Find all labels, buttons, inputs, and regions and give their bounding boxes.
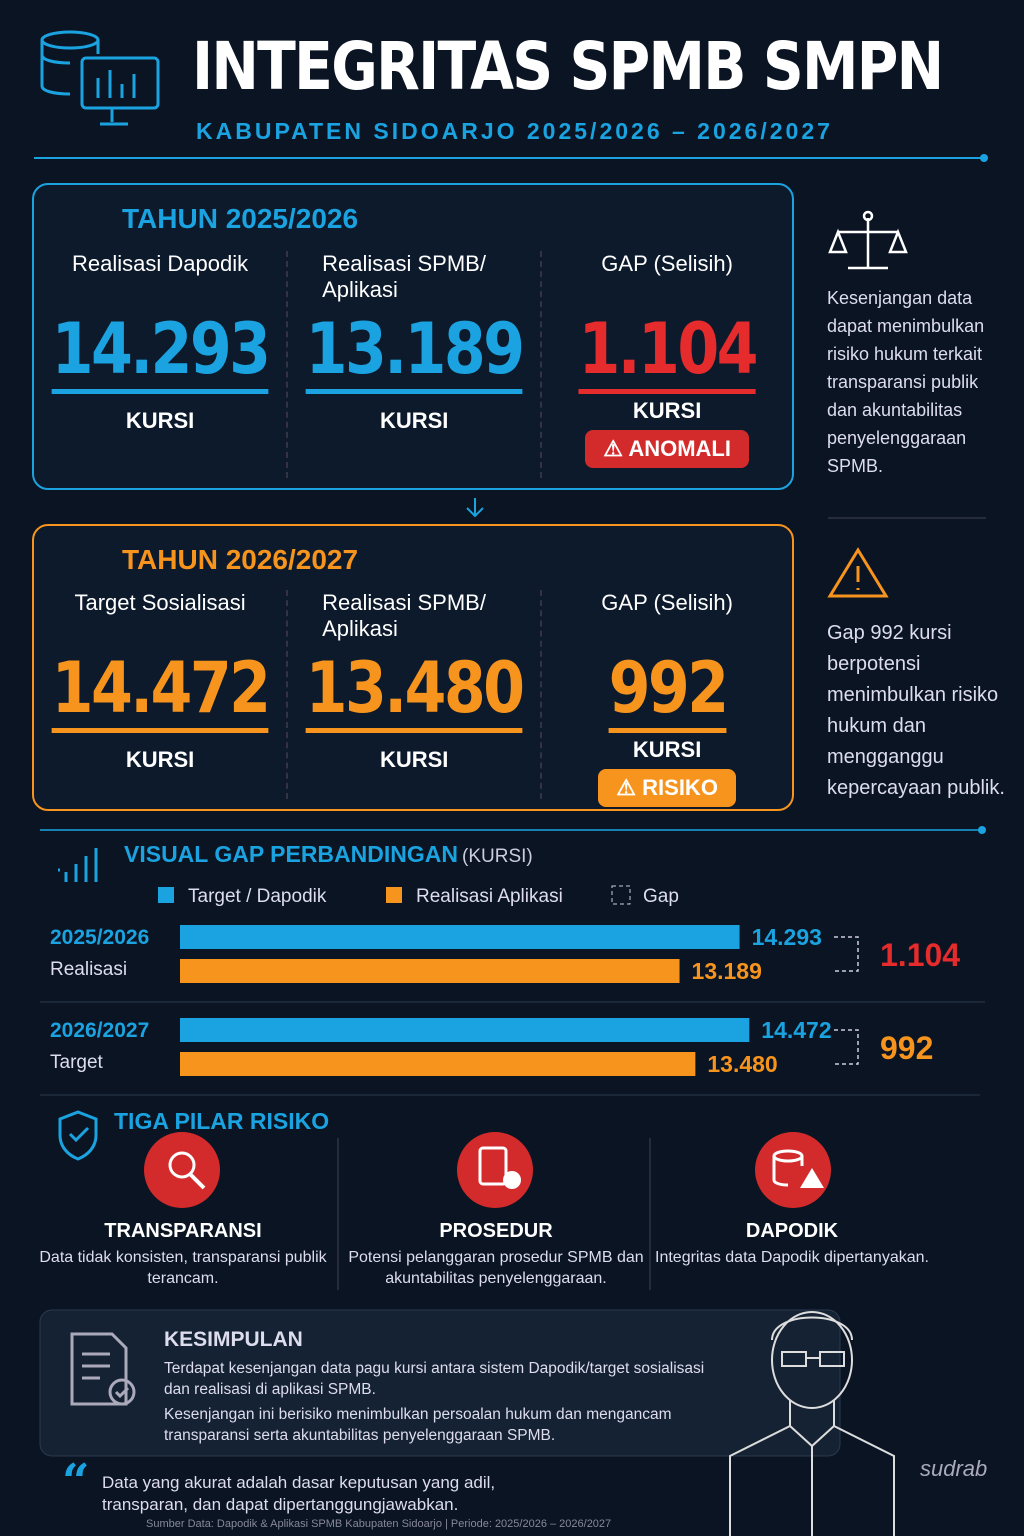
source: Sumber Data: Dapodik & Aplikasi SPMB Kab… — [146, 1518, 612, 1530]
stat-label: GAP (Selisih) — [601, 590, 733, 615]
badge-text: ANOMALI — [628, 436, 731, 461]
pillar-title: DAPODIK — [745, 1220, 839, 1242]
stat-unit: KURSI — [379, 408, 449, 433]
stat-label: Target Sosialisasi — [74, 590, 246, 615]
category-label: 2026/2027 — [50, 1019, 149, 1042]
bar — [180, 959, 680, 983]
stat-unit: KURSI — [379, 747, 449, 772]
stat-value: 14.472 — [51, 648, 271, 733]
stat-unit: KURSI — [632, 398, 702, 423]
stat: Realisasi Dapodik 14.293 KURSI — [34, 251, 286, 478]
stat-value: 13.480 — [305, 648, 525, 733]
stat: Realisasi SPMB/ Aplikasi 13.189 KURSI — [286, 251, 540, 478]
pillars-title: TIGA PILAR RISIKO — [114, 1108, 330, 1134]
stat-value: 14.293 — [51, 309, 271, 394]
signature: sudrab — [920, 1456, 988, 1481]
pillar-text: Integritas data Dapodik dipertanyakan. — [655, 1249, 929, 1266]
stat-label: Realisasi SPMB/ Aplikasi — [322, 251, 486, 302]
chart-title: VISUAL GAP PERBANDINGAN — [124, 841, 458, 867]
badge: ⚠ ANOMALI — [585, 430, 749, 468]
gap-bracket — [834, 936, 859, 972]
badge-text: RISIKO — [642, 775, 718, 800]
side-note: Kesenjangan data dapat menimbulkan risik… — [827, 288, 985, 476]
gap-label: 992 — [880, 1030, 933, 1066]
stat: GAP (Selisih) 1.104 KURSI ⚠ ANOMALI — [540, 251, 792, 478]
conclusion-text: Terdapat kesenjangan data pagu kursi ant… — [164, 1360, 705, 1398]
side-note: Gap 992 kursi berpotensi menimbulkan ris… — [827, 622, 1005, 799]
badge: ⚠ RISIKO — [598, 769, 736, 807]
pillar: TRANSPARANSI Data tidak konsisten, transp… — [33, 1210, 333, 1289]
stat-label: GAP (Selisih) — [601, 251, 733, 276]
row-label: Target — [50, 1052, 104, 1073]
stat: Target Sosialisasi 14.472 KURSI — [34, 590, 286, 799]
stat-label: Realisasi SPMB/ Aplikasi — [322, 590, 486, 641]
stat-value: 992 — [608, 648, 729, 733]
title: INTEGRITAS SPMB SMPN — [192, 28, 944, 105]
gap-chart: VISUAL GAP PERBANDINGAN (KURSI) Target /… — [50, 841, 960, 1077]
period-title: TAHUN 2026/2027 — [122, 544, 359, 575]
stat: Realisasi SPMB/ Aplikasi 13.480 KURSI — [286, 590, 540, 799]
legend-label: Gap — [643, 886, 679, 907]
bar — [180, 925, 740, 949]
bar — [180, 1052, 696, 1076]
stat-label: Realisasi Dapodik — [72, 251, 249, 276]
stat: GAP (Selisih) 992 KURSI ⚠ RISIKO — [540, 590, 792, 807]
subtitle: KABUPATEN SIDOARJO 2025/2026 – 2026/2027 — [196, 118, 833, 144]
legend-swatch — [386, 887, 402, 903]
gap-label: 1.104 — [880, 937, 960, 973]
pillar: DAPODIK Integritas data Dapodik dipertany… — [642, 1210, 942, 1268]
pillar-text: Data tidak konsisten, transparansi publi… — [39, 1249, 327, 1287]
gap-bracket — [834, 1029, 859, 1065]
legend-label: Realisasi Aplikasi — [416, 886, 563, 907]
period-title: TAHUN 2025/2026 — [122, 203, 359, 234]
conclusion-title: KESIMPULAN — [164, 1328, 303, 1351]
value-label: 14.472 — [761, 1017, 831, 1043]
chart-unit: (KURSI) — [462, 846, 533, 867]
svg-text:“: “ — [62, 1454, 90, 1510]
value-label: 13.189 — [692, 958, 762, 984]
stat-unit: KURSI — [125, 408, 195, 433]
legend-label: Target / Dapodik — [188, 886, 327, 907]
value-label: 13.480 — [707, 1051, 777, 1077]
stat-value: 1.104 — [578, 309, 758, 394]
legend-swatch — [611, 885, 631, 905]
pillar-text: Potensi pelanggaran prosedur SPMB dan ak… — [348, 1249, 644, 1287]
stat-unit: KURSI — [632, 737, 702, 762]
conclusion-text: Kesenjangan ini berisiko menimbulkan per… — [164, 1406, 672, 1444]
row-label: Realisasi — [50, 959, 127, 980]
quote: Data yang akurat adalah dasar keputusan … — [102, 1473, 496, 1514]
pillar-title: PROSEDUR — [439, 1220, 553, 1242]
stat-value: 13.189 — [305, 309, 525, 394]
pillar: PROSEDUR Potensi pelanggaran prosedur SPM… — [346, 1210, 646, 1289]
value-label: 14.293 — [752, 924, 822, 950]
stats: Target Sosialisasi 14.472 KURSI Realisasi … — [34, 590, 792, 807]
pillar-title: TRANSPARANSI — [104, 1220, 262, 1242]
category-label: 2025/2026 — [50, 926, 149, 949]
bar — [180, 1018, 750, 1042]
period-card: TAHUN 2026/2027 Target Sosialisasi 14.472… — [32, 524, 794, 811]
stats: Realisasi Dapodik 14.293 KURSI Realisasi S… — [34, 251, 792, 478]
legend-swatch — [158, 887, 174, 903]
stat-unit: KURSI — [125, 747, 195, 772]
period-card: TAHUN 2025/2026 Realisasi Dapodik 14.293 K… — [32, 183, 794, 490]
